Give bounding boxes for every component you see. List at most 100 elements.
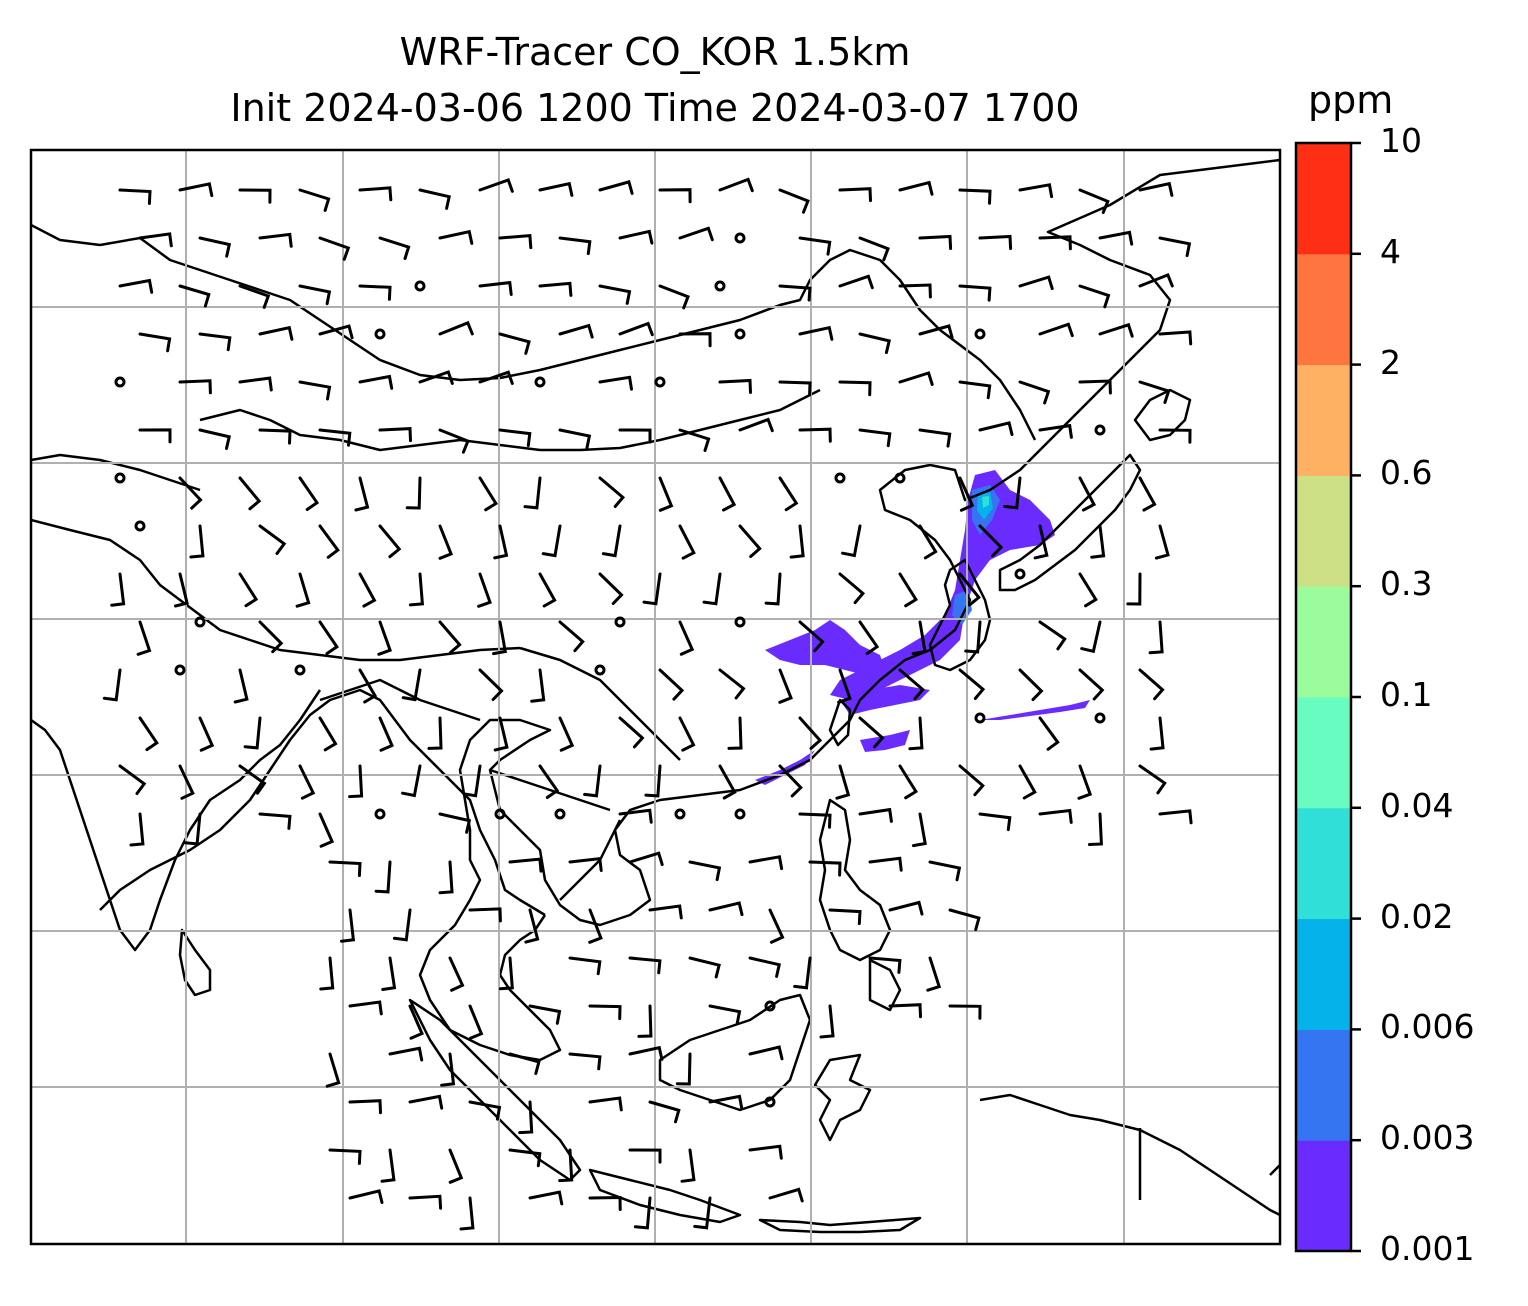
wind-barb bbox=[538, 281, 573, 297]
wind-barb bbox=[358, 572, 377, 608]
wind-barb bbox=[688, 956, 721, 979]
wind-barb bbox=[789, 524, 805, 559]
wind-barb bbox=[642, 572, 662, 606]
wind-barb bbox=[858, 620, 880, 655]
wind-barb bbox=[637, 1004, 653, 1038]
calm-wind-circle bbox=[114, 376, 126, 388]
wind-barb bbox=[1018, 668, 1044, 702]
wind-barb bbox=[478, 476, 498, 512]
wind-barb bbox=[628, 851, 664, 867]
wind-barb bbox=[1154, 524, 1170, 560]
wind-barb bbox=[598, 572, 624, 605]
plume-region bbox=[980, 700, 1090, 720]
wind-barb bbox=[658, 476, 674, 512]
wind-barb bbox=[808, 860, 842, 877]
colorbar-units: ppm bbox=[1308, 78, 1394, 122]
wind-barb bbox=[408, 1194, 443, 1210]
wind-barb bbox=[538, 764, 560, 799]
wind-barb bbox=[392, 908, 412, 942]
wind-barb bbox=[911, 812, 927, 848]
wind-barb bbox=[768, 1187, 804, 1203]
wind-barb bbox=[1038, 620, 1067, 651]
wind-barb bbox=[778, 284, 812, 302]
wind-barb bbox=[1003, 476, 1022, 510]
wind-barb bbox=[1077, 764, 1093, 800]
wind-barb bbox=[618, 808, 653, 824]
wind-barb bbox=[858, 332, 892, 355]
wind-barb bbox=[702, 572, 722, 606]
wind-barb bbox=[478, 370, 514, 385]
wind-barb bbox=[498, 428, 532, 448]
wind-barb bbox=[838, 274, 874, 290]
wind-barb bbox=[438, 860, 454, 895]
wind-barb bbox=[618, 428, 652, 444]
calm-wind-circle bbox=[734, 808, 746, 820]
wind-barbs bbox=[102, 177, 1193, 1231]
calm-wind-circle bbox=[974, 712, 986, 724]
wind-barb bbox=[408, 1004, 424, 1040]
wind-barb bbox=[858, 807, 893, 823]
wind-barb bbox=[718, 668, 746, 700]
wind-barb bbox=[1080, 620, 1102, 654]
wind-barb bbox=[508, 1052, 541, 1075]
colorbar-tick-label: 0.1 bbox=[1380, 675, 1433, 714]
colorbar-tick-label: 4 bbox=[1380, 231, 1401, 271]
wind-barb bbox=[1018, 183, 1054, 199]
wind-barb bbox=[538, 572, 557, 608]
colorbar-tick-label: 0.6 bbox=[1380, 453, 1433, 493]
calm-wind-circle bbox=[294, 664, 306, 676]
wind-barb bbox=[658, 284, 690, 310]
colorbar-tick-label: 2 bbox=[1380, 342, 1401, 382]
wind-barb bbox=[675, 1052, 692, 1086]
wind-barb bbox=[978, 812, 1012, 832]
wind-barb bbox=[118, 764, 147, 795]
colorbar-tick-label: 0.003 bbox=[1380, 1118, 1475, 1158]
calm-wind-circle bbox=[894, 472, 906, 484]
wind-barb bbox=[493, 524, 509, 560]
wind-barb bbox=[238, 376, 273, 392]
wind-barb bbox=[138, 232, 173, 248]
wind-barb bbox=[558, 620, 585, 653]
wind-barb bbox=[748, 855, 784, 871]
calm-wind-circle bbox=[114, 472, 126, 484]
wind-barb bbox=[918, 234, 953, 250]
wind-barb bbox=[498, 956, 514, 991]
wind-barb bbox=[708, 1004, 742, 1025]
calm-wind-circle bbox=[554, 808, 566, 820]
wind-barb bbox=[748, 1144, 783, 1160]
wind-barb bbox=[898, 572, 918, 608]
wind-barb bbox=[918, 428, 952, 448]
wind-barb bbox=[718, 476, 737, 512]
wind-barb bbox=[601, 524, 622, 558]
wind-barb bbox=[858, 236, 890, 262]
wind-barb bbox=[558, 236, 592, 256]
wind-barb bbox=[380, 1148, 396, 1183]
co-plume bbox=[755, 470, 1090, 785]
wind-barb bbox=[1078, 476, 1097, 512]
wind-barb bbox=[328, 860, 362, 877]
wind-barb bbox=[178, 379, 212, 395]
wind-barb bbox=[1148, 620, 1164, 655]
wind-barb bbox=[978, 234, 1013, 250]
wind-barb bbox=[948, 908, 981, 932]
wind-barb bbox=[401, 668, 422, 702]
wind-barb bbox=[1018, 764, 1037, 800]
wind-barb bbox=[528, 1004, 562, 1025]
wind-barb bbox=[658, 668, 685, 701]
wind-barb bbox=[405, 476, 422, 510]
calm-wind-circle bbox=[374, 808, 386, 820]
wind-barb bbox=[477, 572, 492, 608]
colorbar-segment bbox=[1296, 475, 1351, 587]
wind-barb bbox=[1038, 423, 1073, 439]
wind-barb bbox=[708, 901, 744, 917]
plume-region bbox=[755, 750, 815, 785]
wind-barb bbox=[1078, 379, 1112, 395]
calm-wind-circle bbox=[594, 664, 606, 676]
wind-barb bbox=[318, 812, 335, 848]
plume-region bbox=[860, 730, 910, 752]
calm-wind-circle bbox=[1094, 712, 1106, 724]
wind-barb bbox=[778, 380, 812, 397]
wind-barb bbox=[427, 716, 443, 750]
map-frame bbox=[29, 148, 1282, 1246]
